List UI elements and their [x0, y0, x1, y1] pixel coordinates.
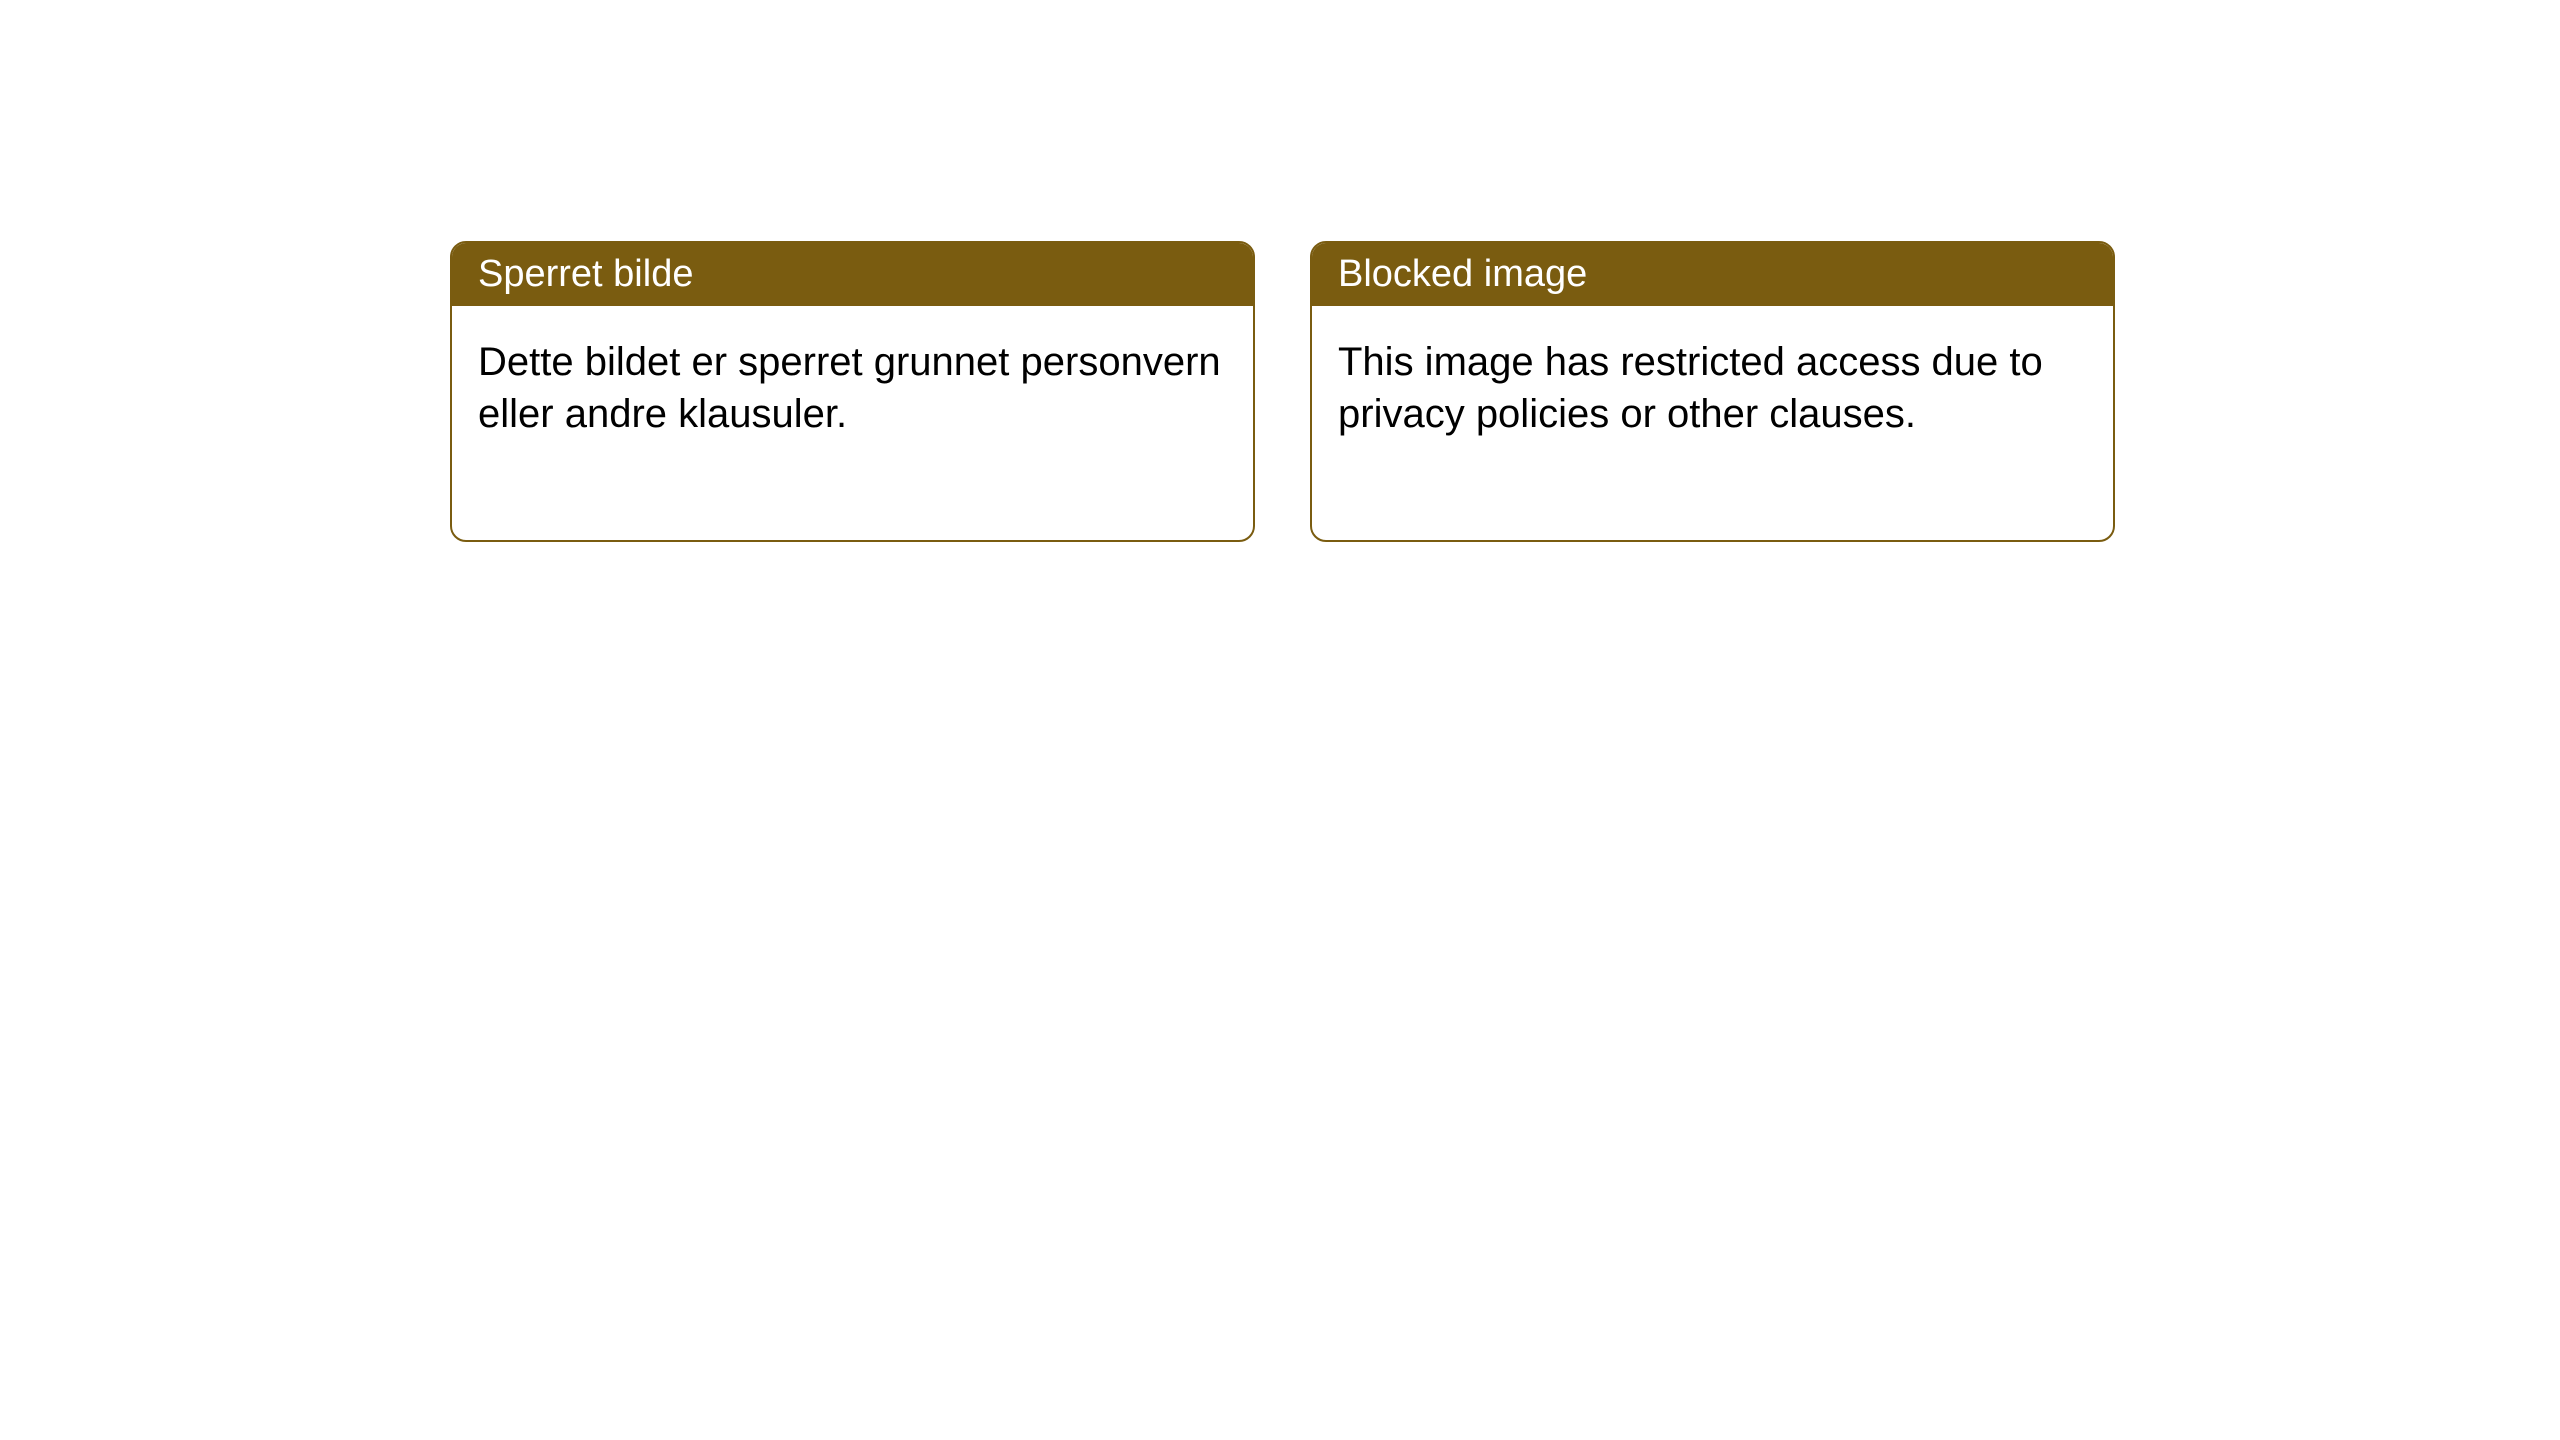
card-body-text: Dette bildet er sperret grunnet personve…	[478, 340, 1221, 436]
card-title: Sperret bilde	[478, 253, 693, 295]
card-title: Blocked image	[1338, 253, 1587, 295]
card-body: This image has restricted access due to …	[1312, 306, 2113, 540]
card-header: Blocked image	[1312, 243, 2113, 306]
notice-card-english: Blocked image This image has restricted …	[1310, 241, 2115, 542]
notice-cards-container: Sperret bilde Dette bildet er sperret gr…	[450, 241, 2115, 542]
card-body-text: This image has restricted access due to …	[1338, 340, 2043, 436]
card-header: Sperret bilde	[452, 243, 1253, 306]
card-body: Dette bildet er sperret grunnet personve…	[452, 306, 1253, 540]
notice-card-norwegian: Sperret bilde Dette bildet er sperret gr…	[450, 241, 1255, 542]
